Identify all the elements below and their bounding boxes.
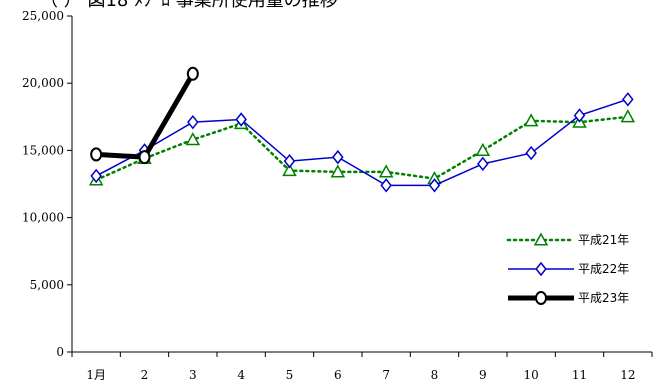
y-tick-label: 25,000	[22, 9, 64, 23]
data-point-marker	[330, 164, 346, 178]
data-point-marker	[235, 112, 247, 127]
data-point-marker	[475, 142, 491, 156]
y-tick-label: 20,000	[22, 76, 64, 90]
legend-item: 平成23年	[508, 291, 629, 305]
data-point-marker	[428, 178, 441, 193]
data-point-marker	[573, 108, 586, 123]
x-tick-label: 5	[286, 368, 294, 382]
data-point-marker	[620, 109, 636, 123]
data-point-marker	[187, 114, 199, 130]
series-3	[90, 66, 199, 165]
x-tick-label: 11	[572, 368, 587, 382]
x-tick-label: 8	[431, 368, 439, 382]
y-tick-label: 15,000	[22, 143, 64, 157]
y-axis-ticks: 0 5,000 10,000 15,000 20,000 25,000	[22, 9, 72, 359]
series-1	[88, 109, 636, 186]
y-tick-label: 0	[56, 345, 64, 359]
data-point-marker	[186, 66, 199, 81]
data-point-marker	[477, 156, 489, 172]
y-tick-label: 5,000	[30, 278, 64, 292]
legend-label: 平成21年	[578, 233, 629, 247]
data-point-marker	[283, 153, 296, 169]
x-tick-label: 10	[524, 368, 539, 382]
data-point-marker	[185, 132, 201, 146]
x-tick-label: 7	[382, 368, 390, 382]
data-point-marker	[523, 113, 539, 127]
data-point-marker	[622, 92, 634, 107]
data-point-marker	[525, 145, 537, 161]
series-line	[95, 98, 629, 187]
axes	[71, 16, 652, 353]
y-tick-label: 10,000	[22, 211, 64, 225]
data-point-marker	[90, 147, 103, 162]
data-point-marker	[90, 168, 102, 184]
legend-item: 平成21年	[506, 232, 629, 247]
data-point-marker	[282, 163, 297, 177]
x-tick-label: 9	[479, 368, 487, 382]
legend-label: 平成22年	[578, 262, 629, 276]
x-tick-label: 6	[334, 368, 342, 382]
data-point-marker	[380, 178, 392, 193]
chart-title-fragment: （ ） 図18 ﾒｸﾞﾛ 事業所使用量の推移	[40, 0, 338, 11]
x-tick-label: 4	[237, 368, 245, 382]
x-tick-label: 12	[620, 368, 635, 382]
data-point-marker	[332, 149, 344, 165]
x-axis-ticks: 1月 2 3 4 5 6 7 8 9 10 11 12	[71, 352, 653, 382]
data-point-marker	[138, 150, 151, 165]
legend-marker	[535, 261, 547, 277]
series-layer	[88, 66, 636, 193]
legend-item: 平成22年	[508, 261, 629, 277]
x-tick-label: 1月	[86, 368, 106, 382]
legend-marker	[533, 232, 549, 246]
legend-marker	[535, 291, 547, 305]
x-tick-label: 3	[189, 368, 197, 382]
legend-label: 平成23年	[578, 291, 629, 305]
x-tick-label: 2	[141, 368, 149, 382]
data-point-marker	[378, 164, 394, 178]
